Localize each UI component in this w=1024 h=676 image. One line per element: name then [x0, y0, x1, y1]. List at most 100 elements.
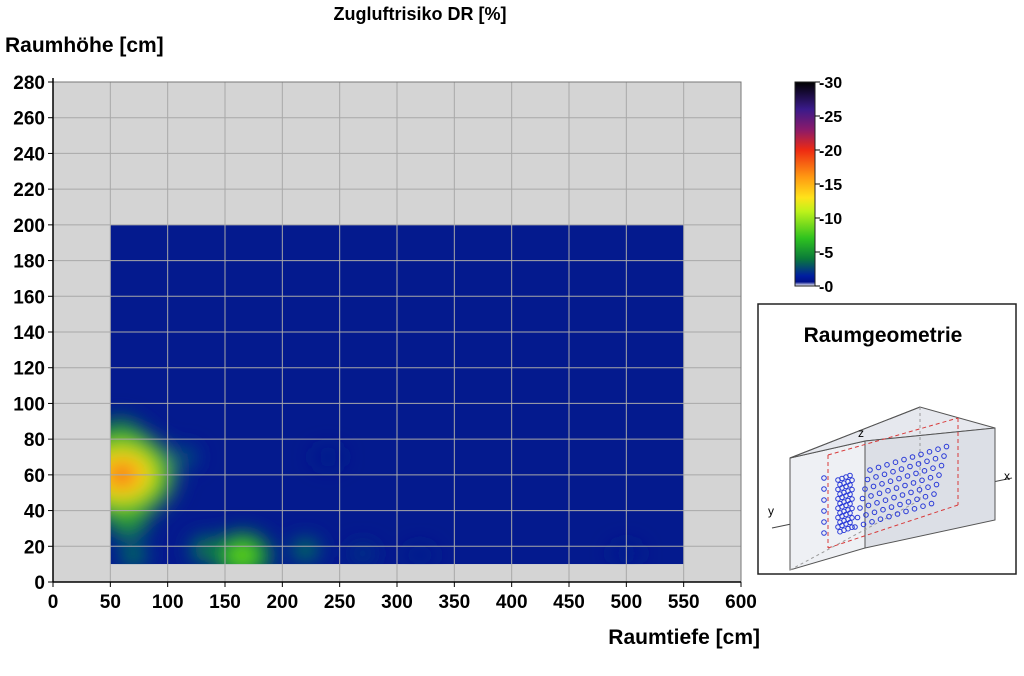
- inset-point: [879, 481, 885, 487]
- room-3d-sketch: [771, 406, 1013, 571]
- inset-point: [913, 470, 919, 477]
- inset-box-hidden-edge: [789, 499, 921, 571]
- x-tick-label: 350: [438, 592, 470, 613]
- inset-measurement-points: [821, 443, 950, 536]
- inset-point: [849, 524, 855, 531]
- inset-point: [875, 464, 882, 471]
- inset-point: [884, 462, 890, 468]
- inset-point: [918, 451, 924, 458]
- heatmap-hotspot: [399, 541, 440, 565]
- inset-point: [847, 510, 853, 516]
- inset-point: [885, 487, 891, 494]
- inset-point: [821, 508, 827, 514]
- inset-red-dashed: [827, 417, 959, 456]
- inset-point: [920, 503, 926, 510]
- inset-point: [849, 515, 855, 521]
- inset-point: [880, 506, 886, 513]
- inset-point: [876, 490, 883, 497]
- inset-point: [908, 489, 914, 496]
- x-tick-label: 150: [209, 592, 241, 613]
- inset-point: [847, 519, 853, 526]
- heatmap-field: [110, 224, 684, 565]
- inset-point: [932, 455, 939, 462]
- inset-point: [891, 494, 897, 501]
- inset-point: [921, 468, 928, 474]
- colorbar-tick-label: -15: [819, 177, 842, 194]
- inset-point: [870, 483, 877, 490]
- inset-point: [873, 474, 879, 480]
- x-tick-label: 0: [48, 592, 59, 613]
- x-tick-label: 100: [152, 592, 184, 613]
- colorbar-tick-label: -25: [819, 109, 842, 126]
- inset-point: [852, 524, 858, 530]
- inset-point: [924, 458, 930, 465]
- inset-point: [849, 477, 855, 484]
- inset-point: [931, 491, 937, 497]
- inset-point: [868, 493, 874, 499]
- y-tick-label: 20: [24, 537, 45, 558]
- inset-point: [821, 519, 827, 525]
- inset-point: [902, 482, 908, 489]
- y-tick-label: 120: [13, 359, 45, 380]
- heatmap-hotspot: [204, 524, 281, 565]
- inset-title: Raumgeometrie: [804, 324, 963, 347]
- plot-area: [52, 81, 742, 583]
- inset-point: [915, 461, 922, 467]
- inset-point: [877, 516, 884, 523]
- x-tick-label: 600: [725, 592, 757, 613]
- x-tick-label: 250: [324, 592, 356, 613]
- colorbar-tick-label: -30: [819, 75, 842, 92]
- inset-point: [904, 473, 911, 479]
- inset-point: [930, 465, 936, 472]
- room-geometry-inset: Raumgeometrie x y z: [757, 303, 1017, 575]
- y-tick-label: 40: [24, 502, 45, 523]
- colorbar-tick-label: -10: [819, 211, 842, 228]
- inset-point: [857, 505, 863, 511]
- inset-point: [896, 475, 902, 482]
- x-tick-label: 450: [553, 592, 585, 613]
- inset-point: [849, 486, 855, 493]
- inset-axis-x-label: x: [1004, 469, 1010, 483]
- inset-point: [881, 471, 888, 478]
- inset-point: [849, 496, 855, 502]
- inset-point: [847, 491, 853, 498]
- inset-axis-y-label: y: [768, 504, 774, 518]
- y-tick-label: 0: [34, 573, 45, 594]
- heatmap-hotspot: [283, 531, 328, 565]
- inset-point: [821, 475, 827, 481]
- inset-point: [869, 519, 875, 525]
- inset-point: [859, 495, 866, 502]
- x-tick-label: 200: [266, 592, 298, 613]
- inset-point: [893, 485, 900, 491]
- inset-red-dashed: [827, 504, 959, 549]
- inset-point: [907, 463, 913, 470]
- inset-point: [862, 486, 868, 492]
- inset-point: [941, 453, 947, 459]
- inset-point: [847, 482, 853, 488]
- x-tick-label: 400: [496, 592, 528, 613]
- inset-point: [909, 454, 916, 460]
- inset-point: [903, 508, 909, 515]
- inset-point: [849, 505, 855, 512]
- y-axis-label: Raumhöhe [cm]: [5, 34, 164, 57]
- inset-point: [864, 476, 871, 483]
- inset-point: [928, 500, 935, 507]
- inset-point: [899, 492, 906, 498]
- x-tick-label: 500: [610, 592, 642, 613]
- y-tick-label: 80: [24, 430, 45, 451]
- inset-point: [863, 512, 869, 518]
- inset-point: [936, 472, 942, 478]
- inset-point: [847, 500, 853, 507]
- inset-point: [888, 504, 895, 510]
- inset-point: [854, 514, 861, 521]
- inset-point: [914, 496, 920, 503]
- inset-point: [935, 446, 941, 453]
- y-tick-label: 240: [13, 144, 45, 165]
- heatmap-hotspot: [342, 539, 383, 565]
- inset-point: [887, 478, 894, 485]
- y-tick-label: 180: [13, 252, 45, 273]
- inset-point: [867, 467, 873, 473]
- x-axis-label: Raumtiefe [cm]: [608, 626, 760, 649]
- inset-point: [927, 474, 934, 481]
